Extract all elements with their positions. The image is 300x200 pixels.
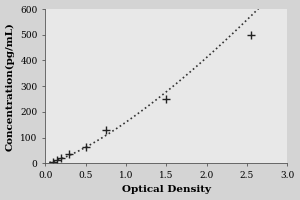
X-axis label: Optical Density: Optical Density <box>122 185 211 194</box>
Y-axis label: Concentration(pg/mL): Concentration(pg/mL) <box>6 22 15 151</box>
